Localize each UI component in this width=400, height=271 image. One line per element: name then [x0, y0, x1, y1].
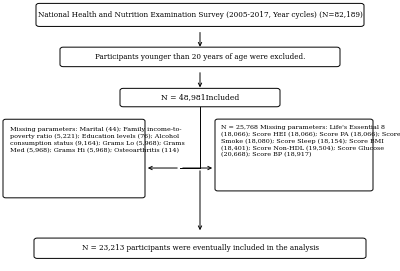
Text: National Health and Nutrition Examination Survey (2005-2017, Year cycles) (N=82,: National Health and Nutrition Examinatio… [38, 11, 362, 19]
FancyBboxPatch shape [34, 238, 366, 259]
Text: N = 23,213 participants were eventually included in the analysis: N = 23,213 participants were eventually … [82, 244, 318, 252]
FancyBboxPatch shape [120, 88, 280, 107]
Text: N = 48,981Included: N = 48,981Included [161, 93, 239, 102]
FancyBboxPatch shape [36, 3, 364, 27]
Text: N = 25,768 Missing parameters: Life's Essential 8
(18,066); Score HEI (18,066); : N = 25,768 Missing parameters: Life's Es… [221, 125, 400, 157]
FancyBboxPatch shape [3, 119, 145, 198]
Text: Missing parameters: Marital (44); Family income-to-
poverty ratio (5,221); Educa: Missing parameters: Marital (44); Family… [10, 127, 185, 153]
Text: Participants younger than 20 years of age were excluded.: Participants younger than 20 years of ag… [95, 53, 305, 61]
FancyBboxPatch shape [215, 119, 373, 191]
FancyBboxPatch shape [60, 47, 340, 67]
